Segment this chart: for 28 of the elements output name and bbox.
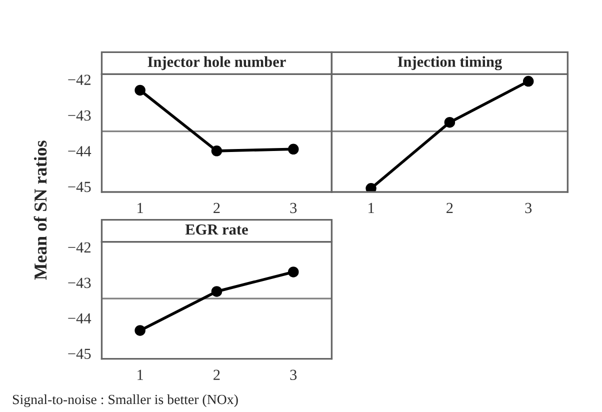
- y-tick-label: −42: [68, 242, 90, 252]
- x-tick-label: 3: [290, 370, 297, 380]
- y-axis-title: Mean of SN ratios: [34, 140, 47, 280]
- point: [134, 84, 146, 96]
- y-tick-label: −44: [68, 313, 92, 324]
- point: [288, 266, 299, 278]
- x-tick-label: 1: [368, 202, 374, 214]
- y-tick-label: −42: [68, 74, 90, 85]
- x-tick-label: 2: [214, 370, 220, 380]
- y-tick-label: −45: [68, 348, 91, 359]
- chart-title: EGR rate: [185, 224, 248, 235]
- point: [211, 286, 222, 297]
- point: [134, 325, 146, 336]
- chart-title: Injector hole number: [148, 56, 286, 70]
- x-tick-label: 3: [525, 202, 532, 214]
- x-tick-label: 2: [446, 202, 453, 214]
- x-tick-label: 1: [138, 370, 143, 380]
- y-tick-label: −43: [68, 278, 91, 288]
- y-tick-label: −45: [68, 182, 91, 192]
- x-tick-label: 2: [214, 202, 220, 214]
- text: Signal-to-noise : Smaller is better (NOx): [12, 394, 238, 408]
- point: [288, 144, 299, 155]
- x-tick-label: 3: [290, 202, 297, 214]
- point: [211, 146, 222, 156]
- chart-title: Injection timing: [398, 56, 502, 70]
- y-tick-label: −44: [68, 146, 92, 156]
- x-tick-label: 1: [138, 202, 143, 214]
- y-tick-label: −43: [68, 110, 91, 121]
